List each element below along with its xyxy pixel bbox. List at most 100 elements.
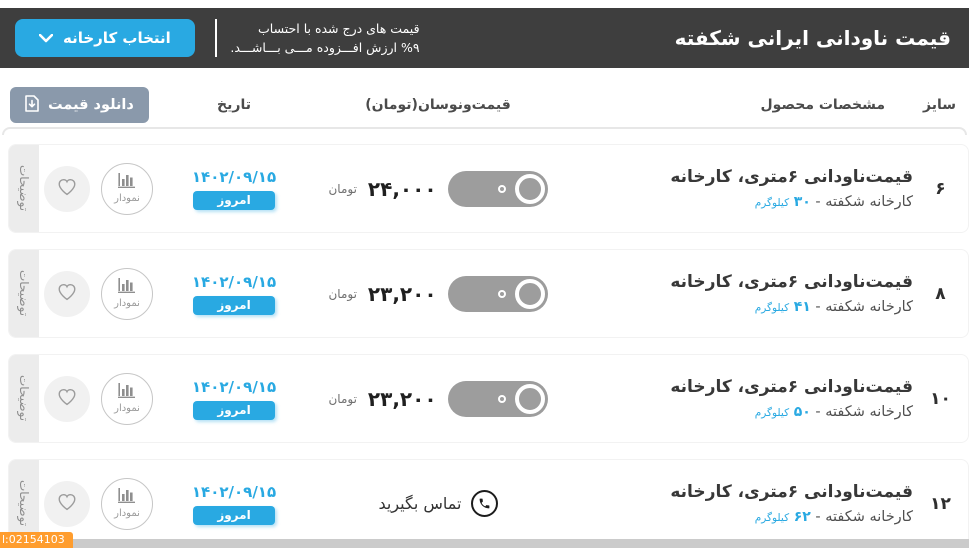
bar-chart-icon [118, 383, 136, 402]
kg-label: کیلوگرم [754, 407, 790, 419]
product-subtitle: کارخانه شکفته - ۶۲ کیلوگرم [567, 509, 913, 525]
bottom-panel-edge [47, 539, 969, 548]
weight-value: ۶۲ [793, 509, 811, 525]
product-title[interactable]: قیمت‌ناودانی ۶متری، کارخانه [670, 377, 913, 397]
product-title[interactable]: قیمت‌ناودانی ۶متری، کارخانه [670, 167, 913, 187]
vat-note: قیمت های درج شده با احتساب %۹ ارزش افـــ… [215, 18, 420, 58]
toggle-knob [514, 383, 545, 414]
size-value: ۶ [935, 178, 946, 199]
column-date: تاریخ [217, 97, 251, 113]
kg-label: کیلوگرم [754, 197, 790, 209]
bar-chart-icon [118, 173, 136, 192]
size-value: ۱۲ [930, 493, 951, 514]
phone-icon [470, 490, 498, 517]
chart-button[interactable]: نمودار [101, 267, 153, 320]
kg-label: کیلوگرم [754, 302, 790, 314]
chart-label: نمودار [114, 403, 140, 414]
toggle-knob [514, 173, 545, 204]
weight-value: ۵۰ [793, 404, 811, 420]
price-rows: ۶ قیمت‌ناودانی ۶متری، کارخانه کارخانه شک… [0, 144, 969, 548]
bar-chart-icon [118, 278, 136, 297]
details-label: توضیحات [17, 165, 31, 212]
date-value: ۱۴۰۲/۰۹/۱۵ [191, 167, 277, 186]
today-badge: امروز [193, 295, 275, 315]
details-tab[interactable]: توضیحات [9, 355, 39, 442]
toggle-zero-dot [497, 394, 506, 403]
fluctuation-toggle[interactable] [447, 275, 548, 312]
link-status-badge: l:02154103 [0, 532, 73, 548]
chart-button[interactable]: نمودار [101, 477, 153, 530]
weight-value: ۴۱ [793, 299, 811, 315]
product-subtitle: کارخانه شکفته - ۵۰ کیلوگرم [567, 404, 913, 420]
weight-value: ۳۰ [793, 194, 811, 210]
today-badge: امروز [193, 400, 275, 420]
toman-label: تومان [328, 181, 357, 196]
heart-icon [57, 283, 77, 304]
favorite-button[interactable] [44, 375, 90, 422]
price-row-size-6: ۶ قیمت‌ناودانی ۶متری، کارخانه کارخانه شک… [8, 144, 969, 233]
details-label: توضیحات [17, 480, 31, 527]
product-subtitle: کارخانه شکفته - ۴۱ کیلوگرم [567, 299, 913, 315]
toggle-zero-dot [497, 289, 506, 298]
date-value: ۱۴۰۲/۰۹/۱۵ [191, 377, 277, 396]
favorite-button[interactable] [44, 270, 90, 317]
product-title[interactable]: قیمت‌ناودانی ۶متری، کارخانه [670, 482, 913, 502]
details-tab[interactable]: توضیحات [9, 250, 39, 337]
panel-top-divider [2, 127, 967, 135]
chart-label: نمودار [114, 298, 140, 309]
size-value: ۱۰ [930, 388, 951, 409]
select-factory-label: انتخاب کارخانه [63, 29, 171, 47]
fluctuation-toggle[interactable] [447, 380, 548, 417]
column-size: سایز [923, 97, 956, 113]
download-price-button[interactable]: دانلود قیمت [10, 87, 149, 123]
bar-chart-icon [118, 488, 136, 507]
chart-label: نمودار [114, 508, 140, 519]
price-value: ۲۳,۲۰۰ [367, 281, 437, 306]
factory-name: کارخانه شکفته - [810, 509, 913, 525]
today-badge: امروز [193, 505, 275, 525]
favorite-button[interactable] [44, 165, 90, 212]
price-row-size-12: ۱۲ قیمت‌ناودانی ۶متری، کارخانه کارخانه ش… [8, 459, 969, 548]
vat-note-line2: %۹ ارزش افـــزوده مـــی بـــاشـــد. [230, 40, 420, 55]
price-row-size-10: ۱۰ قیمت‌ناودانی ۶متری، کارخانه کارخانه ش… [8, 354, 969, 443]
heart-icon [57, 388, 77, 409]
details-label: توضیحات [17, 270, 31, 317]
factory-name: کارخانه شکفته - [810, 404, 913, 420]
column-price: قیمت‌ونوسان(تومان) [365, 97, 511, 113]
download-price-label: دانلود قیمت [48, 97, 134, 113]
kg-label: کیلوگرم [754, 512, 790, 524]
factory-name: کارخانه شکفته - [810, 299, 913, 315]
column-specs: مشخصات محصول [760, 97, 885, 113]
toman-label: تومان [328, 391, 357, 406]
favorite-button[interactable] [44, 480, 90, 527]
table-header: سایز مشخصات محصول قیمت‌ونوسان(تومان) تار… [0, 86, 969, 124]
file-download-icon [25, 94, 39, 116]
fluctuation-toggle[interactable] [447, 170, 548, 207]
page-title: قیمت ناودانی ایرانی شکفته [674, 26, 951, 50]
size-value: ۸ [935, 283, 946, 304]
details-tab[interactable]: توضیحات [9, 145, 39, 232]
today-badge: امروز [193, 190, 275, 210]
vat-note-line1: قیمت های درج شده با احتساب [258, 20, 420, 36]
select-factory-button[interactable]: انتخاب کارخانه [15, 19, 195, 57]
details-label: توضیحات [17, 375, 31, 422]
toman-label: تومان [328, 286, 357, 301]
heart-icon [57, 178, 77, 199]
product-subtitle: کارخانه شکفته - ۳۰ کیلوگرم [567, 194, 913, 210]
toggle-knob [514, 278, 545, 309]
heart-icon [57, 493, 77, 514]
date-value: ۱۴۰۲/۰۹/۱۵ [191, 482, 277, 501]
factory-name: کارخانه شکفته - [810, 194, 913, 210]
price-value: ۲۳,۲۰۰ [367, 386, 437, 411]
chart-label: نمودار [114, 193, 140, 204]
chart-button[interactable]: نمودار [101, 372, 153, 425]
call-for-price-label[interactable]: تماس بگیرید [378, 494, 462, 513]
page-header: قیمت ناودانی ایرانی شکفته قیمت های درج ش… [0, 8, 969, 68]
price-value: ۲۴,۰۰۰ [367, 176, 437, 201]
chart-button[interactable]: نمودار [101, 162, 153, 215]
product-title[interactable]: قیمت‌ناودانی ۶متری، کارخانه [670, 272, 913, 292]
toggle-zero-dot [497, 184, 506, 193]
price-row-size-8: ۸ قیمت‌ناودانی ۶متری، کارخانه کارخانه شک… [8, 249, 969, 338]
date-value: ۱۴۰۲/۰۹/۱۵ [191, 272, 277, 291]
chevron-down-icon [38, 29, 54, 47]
